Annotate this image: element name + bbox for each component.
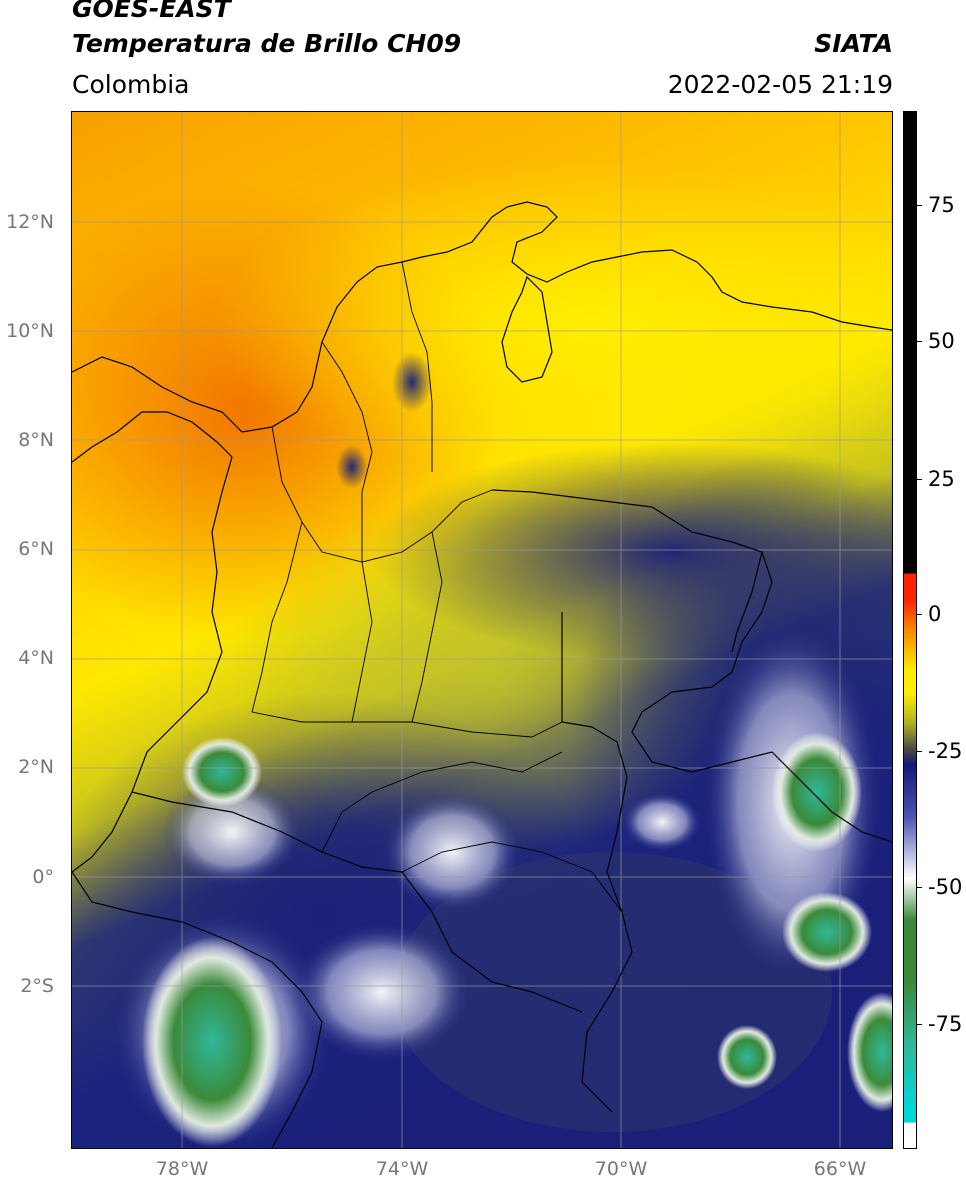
colorbar-tick (916, 1024, 922, 1025)
colorbar-tick (916, 205, 922, 206)
colorbar-label: -50 (928, 875, 963, 899)
lon-label: 66°W (813, 1158, 867, 1180)
satellite-map[interactable] (71, 111, 893, 1149)
timestamp-label: 2022-02-05 21:19 (667, 70, 893, 99)
colorbar-label: 75 (928, 193, 955, 217)
lon-label: 78°W (155, 1158, 209, 1180)
colorbar-label: -25 (928, 739, 963, 763)
colorbar-tick (916, 887, 922, 888)
map-canvas (72, 112, 892, 1148)
lat-label: 2°N (18, 756, 54, 778)
region-label: Colombia (72, 70, 190, 99)
lat-label: 6°N (18, 538, 54, 560)
lon-label: 74°W (375, 1158, 429, 1180)
lat-label: 10°N (6, 320, 54, 342)
organization-label: SIATA (814, 29, 893, 58)
colorbar-tick (916, 341, 922, 342)
colorbar-label: 25 (928, 467, 955, 491)
colorbar-tick (916, 614, 922, 615)
colorbar-label: -75 (928, 1012, 963, 1036)
colorbar-tick (916, 479, 922, 480)
colorbar-label: 50 (928, 329, 955, 353)
lat-label: 8°N (18, 429, 54, 451)
lat-label: 12°N (6, 211, 54, 233)
colorbar-label: 0 (928, 602, 942, 626)
lat-label: 4°N (18, 647, 54, 669)
lat-label: 0° (32, 866, 54, 888)
coastlines (72, 201, 892, 1148)
lat-label: 2°S (20, 975, 54, 997)
graticule (72, 112, 892, 1148)
product-title: Temperatura de Brillo CH09 (72, 29, 462, 58)
satellite-title: GOES-EAST (72, 0, 231, 23)
colorbar-tick (916, 751, 922, 752)
colorbar (903, 111, 917, 1149)
lon-label: 70°W (594, 1158, 648, 1180)
